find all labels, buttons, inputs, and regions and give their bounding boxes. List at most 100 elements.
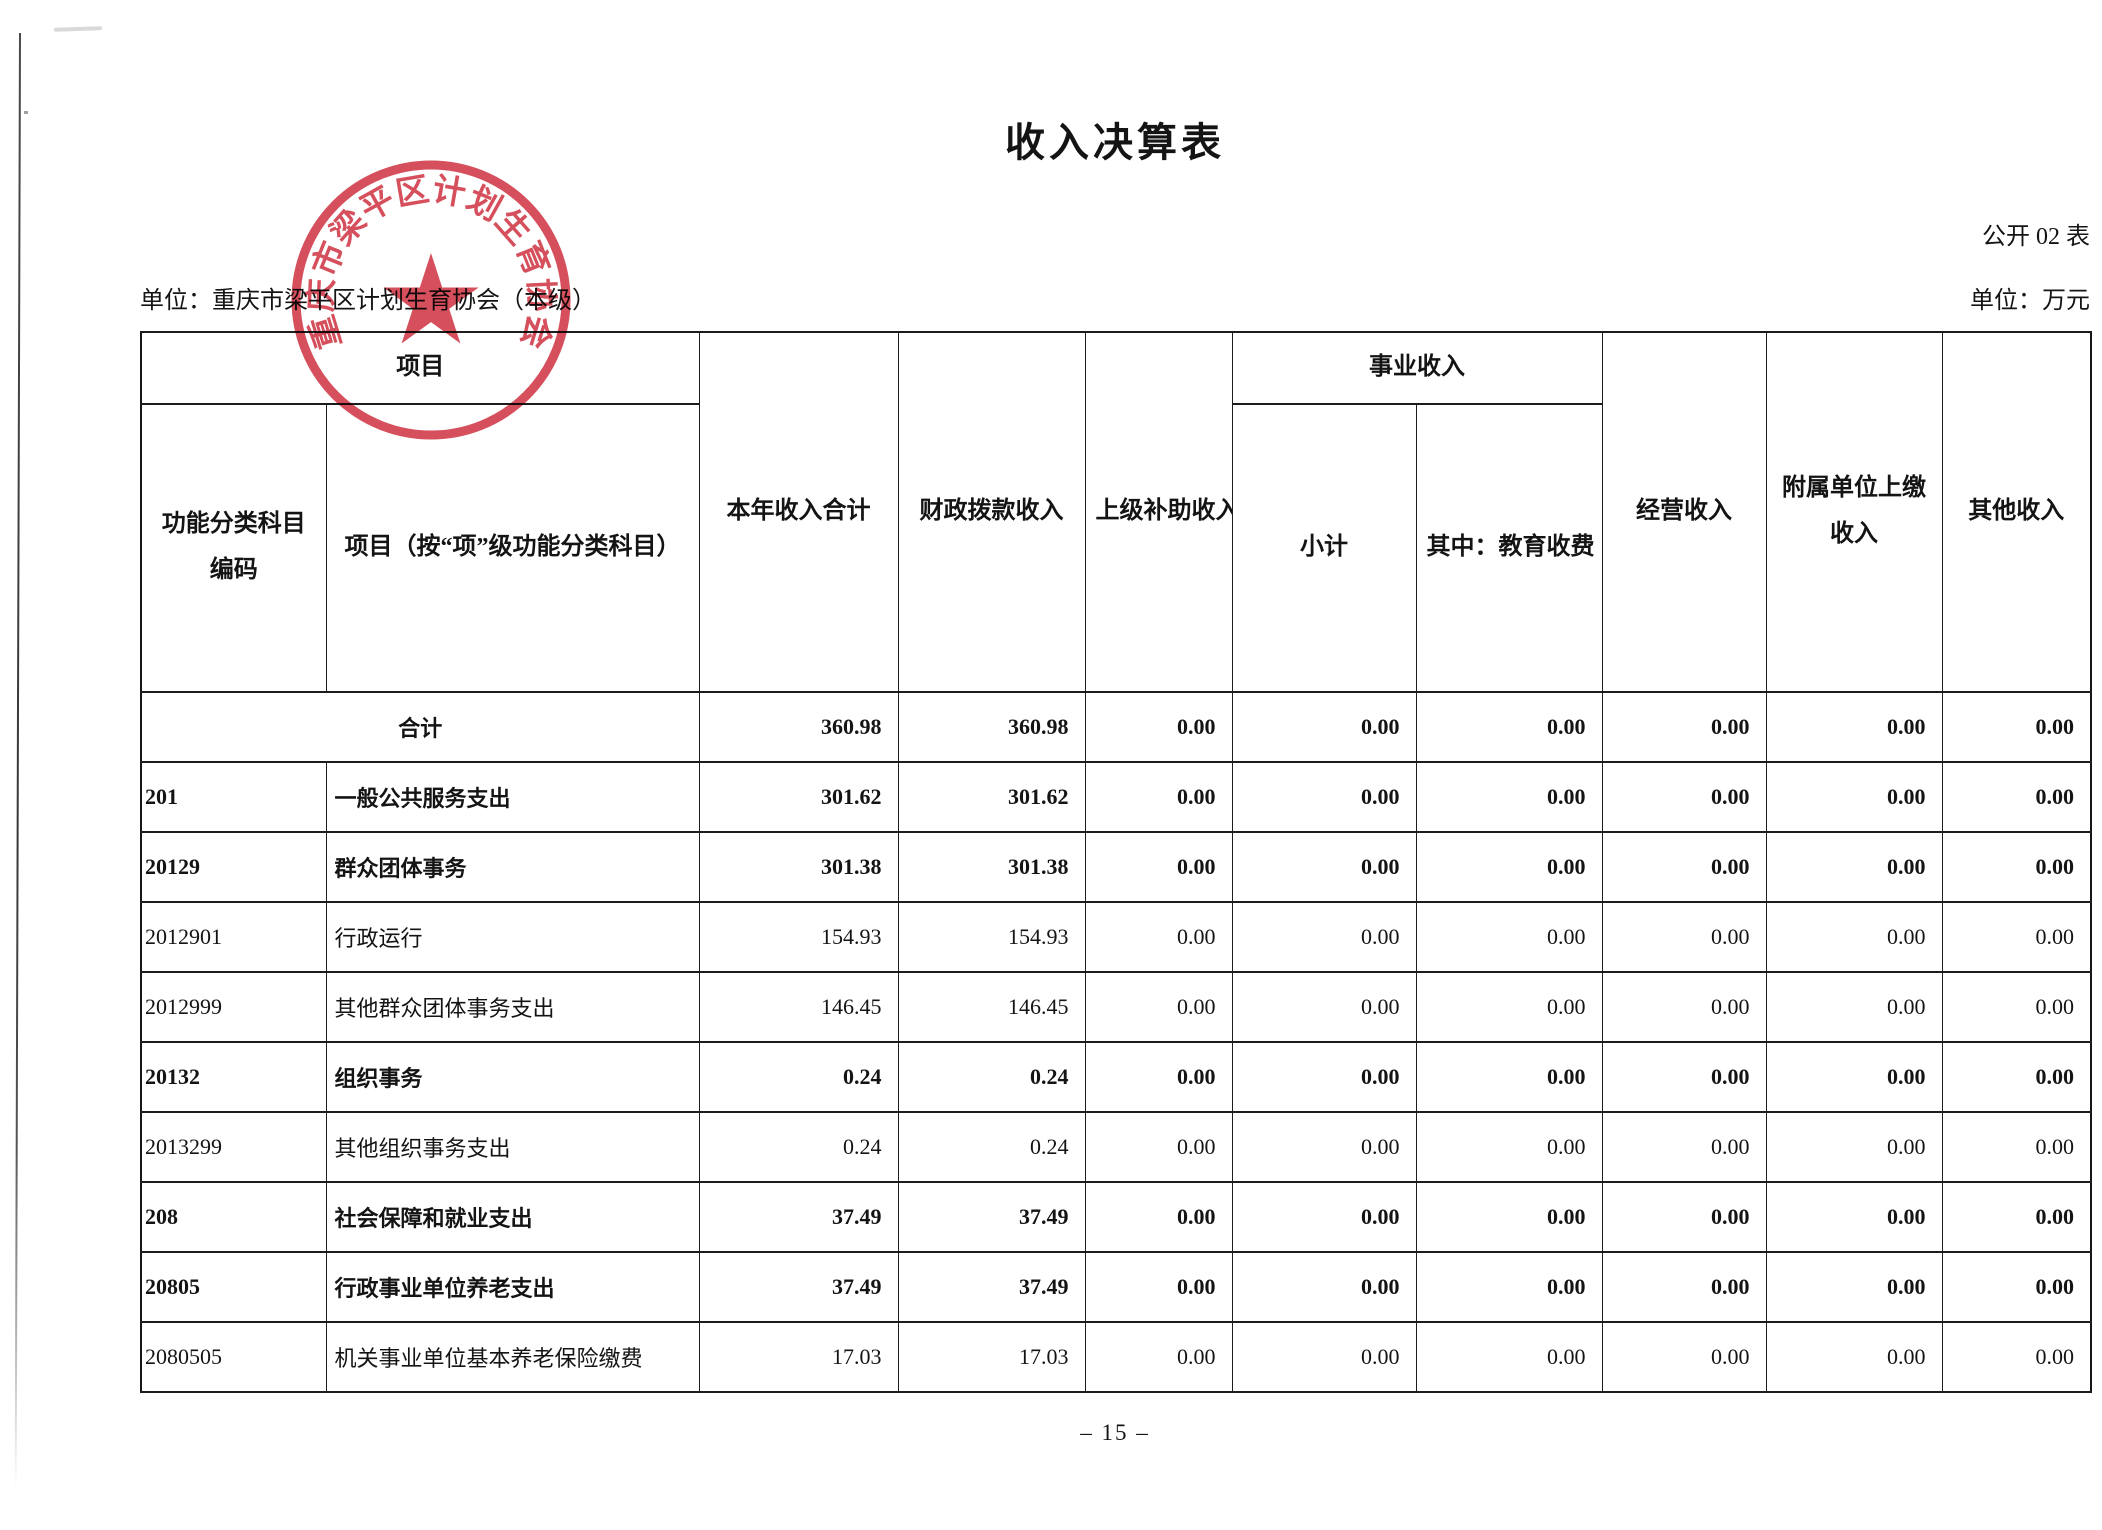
value-cell: 0.00 — [1415, 691, 1603, 763]
value-cell: 0.24 — [698, 1111, 899, 1183]
value-cell: 0.00 — [1601, 901, 1767, 973]
unit-name: 单位：重庆市梁平区计划生育协会（本级） — [140, 288, 596, 314]
value-cell: 146.45 — [897, 971, 1086, 1043]
value-cell: 0.00 — [1601, 1251, 1767, 1323]
value-cell: 37.49 — [897, 1181, 1086, 1253]
col-header-affiliated-remit: 附属单位上缴收入 — [1765, 331, 1943, 693]
item-name-cell: 群众团体事务 — [325, 831, 700, 903]
table-row-total: 合计 360.98 360.98 0.00 0.00 0.00 0.00 0.0… — [140, 691, 2092, 763]
table-code-label: 公开 02 表 — [1982, 224, 2090, 250]
value-cell: 0.00 — [1765, 831, 1943, 903]
table-row: 20132 组织事务 0.24 0.24 0.00 0.00 0.00 0.00… — [140, 1041, 2092, 1113]
value-cell: 0.00 — [1601, 971, 1767, 1043]
value-cell: 0.00 — [1941, 761, 2092, 833]
value-cell: 0.00 — [1765, 1111, 1943, 1183]
value-cell: 0.00 — [1941, 831, 2092, 903]
value-cell: 0.00 — [1765, 1041, 1943, 1113]
table-row: 2012901 行政运行 154.93 154.93 0.00 0.00 0.0… — [140, 901, 2092, 973]
value-cell: 0.00 — [1941, 691, 2092, 763]
value-cell: 301.62 — [897, 761, 1086, 833]
value-cell: 0.00 — [1084, 761, 1233, 833]
col-header-other-income: 其他收入 — [1941, 331, 2092, 693]
value-cell: 0.00 — [1084, 1041, 1233, 1113]
value-cell: 0.00 — [1765, 1251, 1943, 1323]
value-cell: 0.00 — [1601, 831, 1767, 903]
item-name-cell: 一般公共服务支出 — [325, 761, 700, 833]
value-cell: 0.00 — [1941, 901, 2092, 973]
value-cell: 0.00 — [1765, 1181, 1943, 1253]
value-cell: 0.00 — [1231, 971, 1417, 1043]
value-cell: 0.00 — [1601, 1041, 1767, 1113]
header-row-2: 功能分类科目编码 项目（按“项”级功能分类科目） 小计 其中：教育收费 — [140, 403, 2091, 693]
value-cell: 0.00 — [1084, 691, 1233, 763]
value-cell: 301.62 — [698, 761, 899, 833]
value-cell: 0.00 — [1231, 1041, 1417, 1113]
value-cell: 0.00 — [1231, 1111, 1417, 1183]
value-cell: 301.38 — [897, 831, 1086, 903]
scan-smudge — [53, 26, 103, 32]
item-name-cell: 行政运行 — [325, 901, 700, 973]
function-code-cell: 2013299 — [140, 1111, 327, 1183]
table-row: 2080505 机关事业单位基本养老保险缴费 17.03 17.03 0.00 … — [140, 1321, 2092, 1393]
value-cell: 17.03 — [698, 1321, 899, 1393]
value-cell: 0.00 — [1415, 1041, 1603, 1113]
scan-edge-line — [14, 32, 21, 1518]
table-row: 208 社会保障和就业支出 37.49 37.49 0.00 0.00 0.00… — [140, 1181, 2092, 1253]
value-cell: 360.98 — [698, 691, 899, 763]
function-code-cell: 201 — [140, 761, 327, 833]
value-cell: 0.00 — [1601, 1321, 1767, 1393]
seal-text: 重庆市梁平区计划生育协会 — [302, 171, 559, 353]
table-row: 2012999 其他群众团体事务支出 146.45 146.45 0.00 0.… — [140, 971, 2092, 1043]
col-header-business-subtotal: 小计 — [1231, 403, 1417, 693]
value-cell: 0.00 — [1231, 1321, 1417, 1393]
value-cell: 0.00 — [1941, 1111, 2092, 1183]
value-cell: 146.45 — [698, 971, 899, 1043]
value-cell: 0.00 — [1415, 1251, 1603, 1323]
value-cell: 360.98 — [897, 691, 1086, 763]
col-header-operating-income: 经营收入 — [1601, 331, 1767, 693]
col-header-fiscal-allocation: 财政拨款收入 — [897, 331, 1086, 693]
value-cell: 0.00 — [1231, 761, 1417, 833]
value-cell: 0.00 — [1231, 1251, 1417, 1323]
value-cell: 0.00 — [1941, 1041, 2092, 1113]
table-row: 20805 行政事业单位养老支出 37.49 37.49 0.00 0.00 0… — [140, 1251, 2092, 1323]
col-header-superior-subsidy: 上级补助收入 — [1084, 331, 1233, 693]
col-header-function-code: 功能分类科目编码 — [140, 403, 327, 693]
col-header-business-income-group: 事业收入 — [1231, 331, 1603, 405]
value-cell: 37.49 — [698, 1251, 899, 1323]
value-cell: 0.00 — [1415, 761, 1603, 833]
col-header-education-fee: 其中：教育收费 — [1415, 403, 1603, 693]
item-name-cell: 其他群众团体事务支出 — [325, 971, 700, 1043]
function-code-cell: 2012901 — [140, 901, 327, 973]
function-code-cell: 20129 — [140, 831, 327, 903]
income-table: 项目 本年收入合计 财政拨款收入 上级补助收入 事业收入 经营收入 附属单位上缴… — [140, 331, 2092, 1393]
value-cell: 0.00 — [1084, 1321, 1233, 1393]
value-cell: 0.00 — [1765, 691, 1943, 763]
item-name-cell: 组织事务 — [325, 1041, 700, 1113]
col-header-annual-total: 本年收入合计 — [698, 331, 899, 693]
value-cell: 0.00 — [1231, 831, 1417, 903]
table-row: 201 一般公共服务支出 301.62 301.62 0.00 0.00 0.0… — [140, 761, 2092, 833]
value-cell: 154.93 — [897, 901, 1086, 973]
unit-measure: 单位：万元 — [1970, 288, 2090, 314]
value-cell: 0.00 — [1415, 831, 1603, 903]
value-cell: 301.38 — [698, 831, 899, 903]
value-cell: 0.00 — [1765, 901, 1943, 973]
col-header-item: 项目（按“项”级功能分类科目） — [325, 403, 700, 693]
item-name-cell: 机关事业单位基本养老保险缴费 — [325, 1321, 700, 1393]
value-cell: 0.24 — [897, 1041, 1086, 1113]
value-cell: 0.00 — [1084, 1251, 1233, 1323]
meta-row: 单位：重庆市梁平区计划生育协会（本级） 单位：万元 — [140, 280, 2090, 315]
value-cell: 17.03 — [897, 1321, 1086, 1393]
value-cell: 0.00 — [1415, 901, 1603, 973]
value-cell: 0.00 — [1415, 971, 1603, 1043]
value-cell: 0.00 — [1941, 1251, 2092, 1323]
value-cell: 0.00 — [1084, 1181, 1233, 1253]
value-cell: 0.00 — [1084, 1111, 1233, 1183]
page-title: 收入决算表 — [1005, 120, 1225, 165]
function-code-cell: 2012999 — [140, 971, 327, 1043]
function-code-cell: 20805 — [140, 1251, 327, 1323]
scan-dot — [24, 111, 28, 114]
value-cell: 0.00 — [1231, 691, 1417, 763]
